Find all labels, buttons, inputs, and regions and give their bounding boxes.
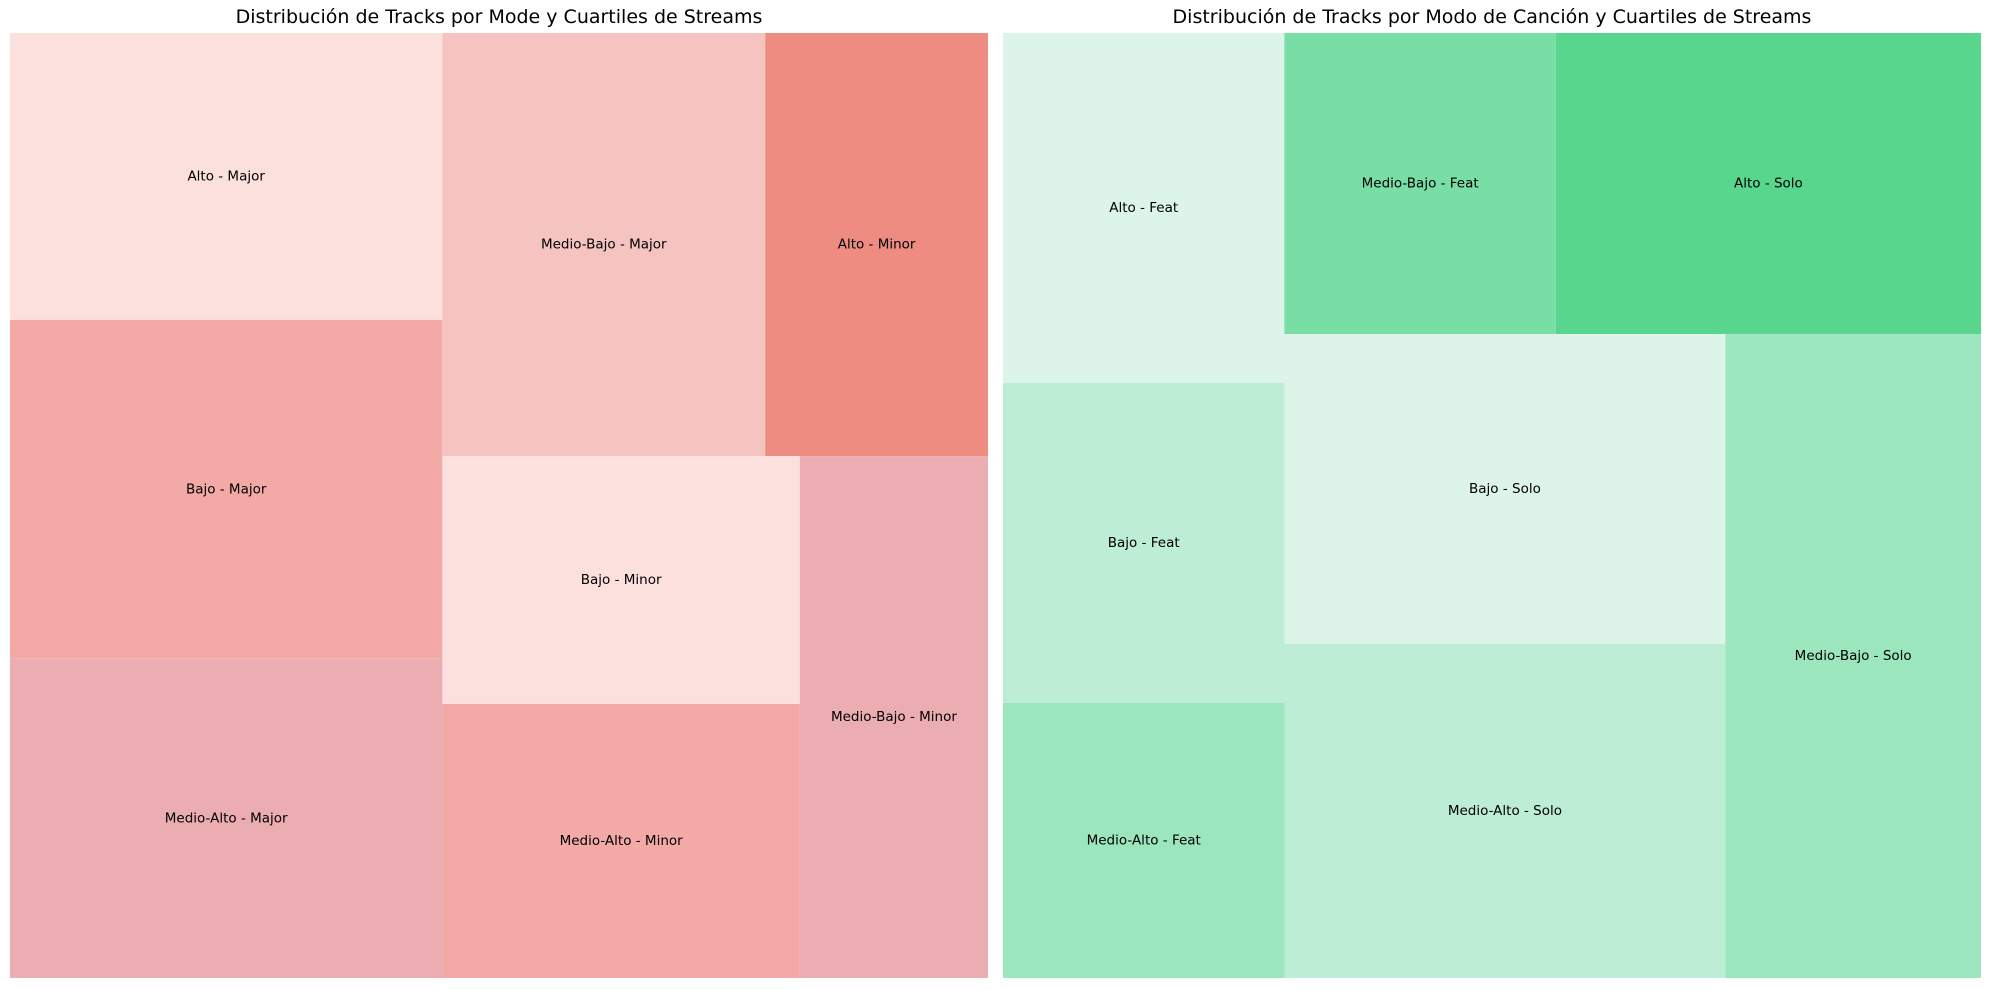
treemap-cell-label: Medio-Bajo - Minor [831, 709, 957, 725]
treemap-rect [1284, 334, 1726, 644]
treemap-cell-label: Medio-Bajo - Feat [1362, 176, 1479, 192]
treemap-rect [1555, 33, 1981, 335]
treemap-cell: Medio-Alto - Major [10, 658, 443, 978]
treemap-cell: Bajo - Feat [1003, 383, 1285, 703]
treemap-cell-label: Medio-Bajo - Solo [1795, 648, 1912, 664]
chart-title: Distribución de Tracks por Mode y Cuarti… [235, 6, 763, 28]
treemap-rect [1725, 334, 1981, 978]
chart-title: Distribución de Tracks por Modo de Canci… [1172, 6, 1812, 28]
treemap-cell: Medio-Bajo - Major [442, 33, 766, 457]
treemap-rect [1284, 643, 1726, 978]
treemap-cell-label: Medio-Alto - Feat [1087, 832, 1201, 848]
treemap-rect [1284, 33, 1556, 335]
treemap-rect [1003, 33, 1285, 384]
treemap-cell-label: Medio-Alto - Minor [560, 833, 684, 849]
treemap-rect [1003, 383, 1285, 703]
treemap-svg: Alto - Feat Bajo - Feat Medio-Alto - Feat M… [1003, 33, 1981, 978]
treemap-plot: Alto - Major Bajo - Major Medio-Alto - Maj… [10, 33, 988, 978]
treemap-rect [10, 319, 443, 659]
treemap-cell: Bajo - Minor [442, 456, 800, 704]
treemap-cell-label: Medio-Bajo - Major [541, 237, 667, 253]
treemap-rect [799, 456, 988, 978]
treemap-cell-label: Alto - Feat [1109, 200, 1178, 216]
treemap-cell: Alto - Minor [765, 33, 988, 457]
treemap-plot: Alto - Feat Bajo - Feat Medio-Alto - Feat M… [1003, 33, 1981, 978]
treemap-rect [442, 456, 800, 704]
treemap-cell: Bajo - Major [10, 319, 443, 659]
treemap-cell-label: Alto - Solo [1734, 176, 1803, 192]
treemap-rect [10, 658, 443, 978]
treemap-cell-label: Bajo - Feat [1108, 535, 1180, 551]
treemap-cell: Medio-Bajo - Feat [1284, 33, 1556, 335]
treemap-cell: Alto - Major [10, 33, 443, 320]
treemap-cell: Medio-Bajo - Solo [1725, 334, 1981, 978]
treemap-cell: Medio-Bajo - Minor [799, 456, 988, 978]
treemap-cell: Medio-Alto - Feat [1003, 702, 1285, 978]
treemap-rect [10, 33, 443, 320]
treemap-rect [442, 33, 766, 457]
treemap-cell: Medio-Alto - Minor [442, 703, 800, 978]
treemap-cell: Bajo - Solo [1284, 334, 1726, 644]
treemap-cell-label: Medio-Alto - Major [165, 810, 288, 826]
treemap-rect [442, 703, 800, 978]
treemap-panel-song-mode: Distribución de Tracks por Modo de Canci… [1003, 0, 1981, 989]
treemap-svg: Alto - Major Bajo - Major Medio-Alto - Maj… [10, 33, 988, 978]
treemap-cell: Medio-Alto - Solo [1284, 643, 1726, 978]
treemap-rect [1003, 702, 1285, 978]
treemap-cell-label: Bajo - Minor [581, 572, 662, 588]
treemap-cell-label: Alto - Minor [838, 237, 916, 253]
treemap-cell-label: Medio-Alto - Solo [1448, 803, 1562, 819]
treemap-cell-label: Bajo - Major [186, 481, 267, 497]
treemap-cell-label: Alto - Major [187, 168, 265, 184]
treemap-rect [765, 33, 988, 457]
treemap-cell: Alto - Feat [1003, 33, 1285, 384]
treemap-cell-label: Bajo - Solo [1469, 481, 1541, 497]
treemap-cell: Alto - Solo [1555, 33, 1981, 335]
treemap-panel-mode: Distribución de Tracks por Mode y Cuarti… [10, 0, 988, 989]
